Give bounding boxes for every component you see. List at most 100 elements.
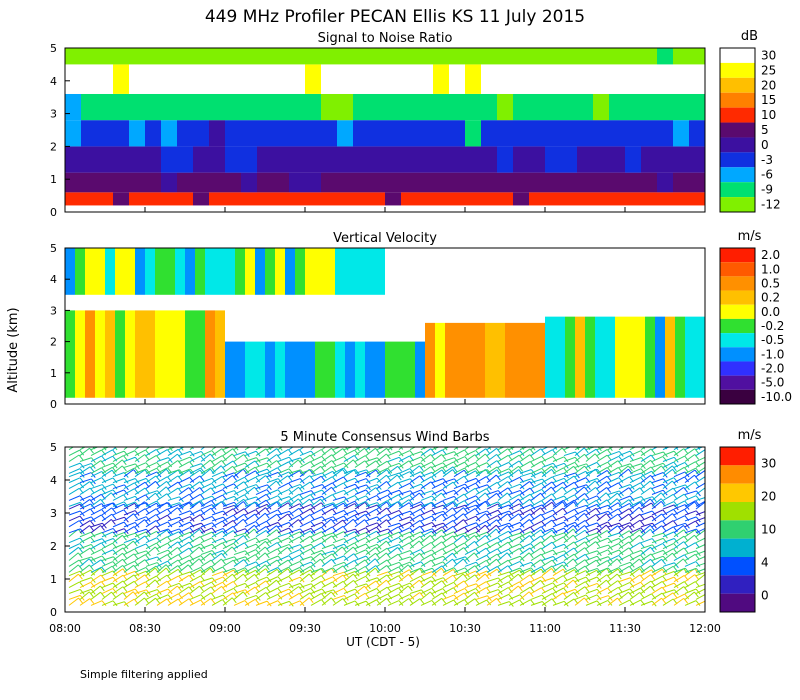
wind-barb bbox=[365, 594, 378, 600]
wind-barb bbox=[464, 487, 476, 495]
wind-barb bbox=[684, 534, 695, 544]
wind-barb-flag bbox=[342, 525, 348, 532]
wind-barb bbox=[178, 547, 190, 555]
wind-barb bbox=[585, 495, 598, 501]
wind-barb bbox=[486, 558, 497, 567]
wind-barb bbox=[651, 575, 663, 583]
wind-barb-flag bbox=[398, 501, 404, 507]
wind-barb bbox=[552, 543, 565, 550]
snr-cell bbox=[65, 192, 81, 206]
wind-barb bbox=[354, 500, 367, 507]
snr-cell bbox=[81, 172, 97, 193]
wind-barb bbox=[596, 556, 609, 561]
wind-barb bbox=[134, 462, 147, 468]
wind-barb bbox=[277, 461, 289, 468]
snr-cell bbox=[289, 146, 305, 173]
colorbar-swatch bbox=[720, 276, 755, 291]
wind-barb bbox=[508, 498, 519, 507]
wind-barb-flag bbox=[543, 447, 545, 448]
wind-barb bbox=[409, 561, 422, 567]
wind-barb-flag bbox=[452, 507, 457, 514]
wind-barb-flag bbox=[507, 448, 513, 454]
wind-barb bbox=[673, 522, 686, 528]
snr-cell bbox=[545, 93, 561, 121]
snr-cell bbox=[497, 120, 513, 147]
snr-cell bbox=[625, 93, 641, 121]
wind-barb bbox=[354, 592, 366, 600]
wind-barb bbox=[288, 576, 301, 583]
wind-barb-flag bbox=[606, 487, 612, 493]
wind-barb bbox=[332, 580, 344, 589]
wind-barb bbox=[134, 447, 140, 451]
wind-barb bbox=[651, 500, 662, 510]
wind-barb-flag bbox=[683, 493, 689, 500]
wind-barb-flag bbox=[562, 592, 568, 599]
wind-barb bbox=[530, 455, 543, 462]
wind-barb-flag bbox=[189, 521, 195, 528]
snr-cell bbox=[337, 192, 353, 206]
wind-barb-flag bbox=[651, 515, 657, 522]
wind-barb bbox=[497, 530, 509, 538]
wind-barb bbox=[244, 573, 255, 583]
wind-barb-flag bbox=[707, 457, 711, 462]
wind-barb bbox=[684, 591, 695, 600]
wind-barb bbox=[90, 493, 102, 501]
wind-barb bbox=[365, 487, 377, 495]
wind-barb-flag bbox=[441, 492, 446, 499]
wind-barb bbox=[629, 457, 642, 462]
wind-barb bbox=[442, 481, 454, 490]
velocity-cell bbox=[155, 248, 165, 295]
wind-barb bbox=[541, 486, 552, 495]
wind-barb-flag bbox=[354, 495, 360, 501]
wind-barb bbox=[585, 499, 597, 507]
wind-barb-flag bbox=[299, 549, 305, 555]
wind-barb bbox=[475, 570, 488, 577]
wind-barb bbox=[189, 463, 202, 468]
wind-barb bbox=[497, 487, 509, 495]
wind-barb-flag bbox=[442, 588, 448, 594]
wind-barb bbox=[585, 503, 598, 510]
wind-barb bbox=[244, 457, 257, 462]
wind-barb-flag bbox=[485, 581, 491, 587]
wind-barb-flag bbox=[474, 488, 480, 494]
wind-barb bbox=[145, 537, 158, 544]
wind-barb bbox=[288, 503, 300, 510]
wind-barb-flag bbox=[388, 447, 393, 451]
wind-barb-flag bbox=[112, 528, 118, 534]
wind-barb bbox=[189, 522, 202, 528]
wind-barb bbox=[387, 509, 400, 516]
snr-cell bbox=[241, 120, 257, 147]
wind-barb bbox=[541, 476, 553, 484]
wind-barb bbox=[178, 598, 190, 606]
wind-barb-flag bbox=[572, 528, 578, 535]
wind-barb bbox=[475, 595, 488, 600]
colorbar-label: -1.0 bbox=[761, 347, 784, 361]
colorbar-swatch bbox=[720, 502, 755, 521]
wind-barb bbox=[112, 516, 125, 522]
wind-barb-flag bbox=[144, 519, 149, 525]
wind-barb bbox=[156, 480, 167, 489]
snr-cell bbox=[673, 172, 689, 193]
wind-barb bbox=[508, 489, 521, 495]
wind-barb-flag bbox=[529, 519, 534, 525]
wind-barb bbox=[519, 561, 532, 567]
wind-barb bbox=[266, 548, 278, 556]
wind-barb-flag bbox=[253, 528, 259, 535]
wind-barb-flag bbox=[154, 579, 160, 586]
wind-barb-flag bbox=[585, 594, 591, 601]
wind-barb-flag bbox=[474, 574, 480, 581]
wind-barb bbox=[68, 546, 79, 555]
wind-barb-flag bbox=[265, 493, 271, 500]
velocity-cell bbox=[315, 341, 325, 398]
wind-barb-flag bbox=[210, 487, 216, 494]
wind-barb bbox=[475, 488, 487, 495]
wind-barb bbox=[453, 493, 465, 501]
wind-barb bbox=[431, 580, 443, 588]
snr-cell bbox=[577, 192, 593, 206]
wind-barb bbox=[343, 579, 354, 588]
wind-barb bbox=[123, 548, 135, 556]
wind-barb bbox=[530, 541, 542, 550]
wind-barb-flag bbox=[563, 456, 569, 463]
velocity-cell bbox=[215, 248, 225, 295]
wind-barb-flag bbox=[255, 549, 261, 555]
